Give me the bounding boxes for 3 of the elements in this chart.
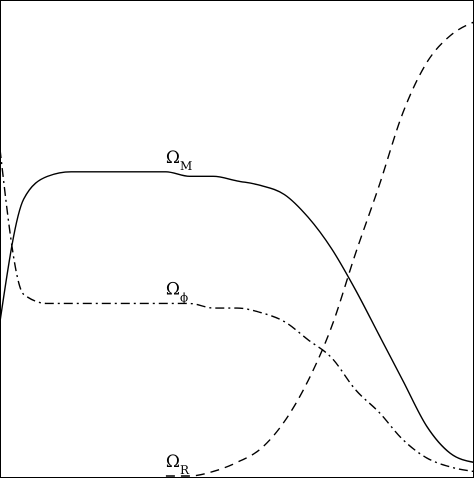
series-label: Ω$_{R}$ bbox=[166, 452, 190, 477]
series-label: Ω$_{ϕ}$ bbox=[166, 279, 188, 304]
series-label: Ω$_{M}$ bbox=[166, 148, 192, 173]
